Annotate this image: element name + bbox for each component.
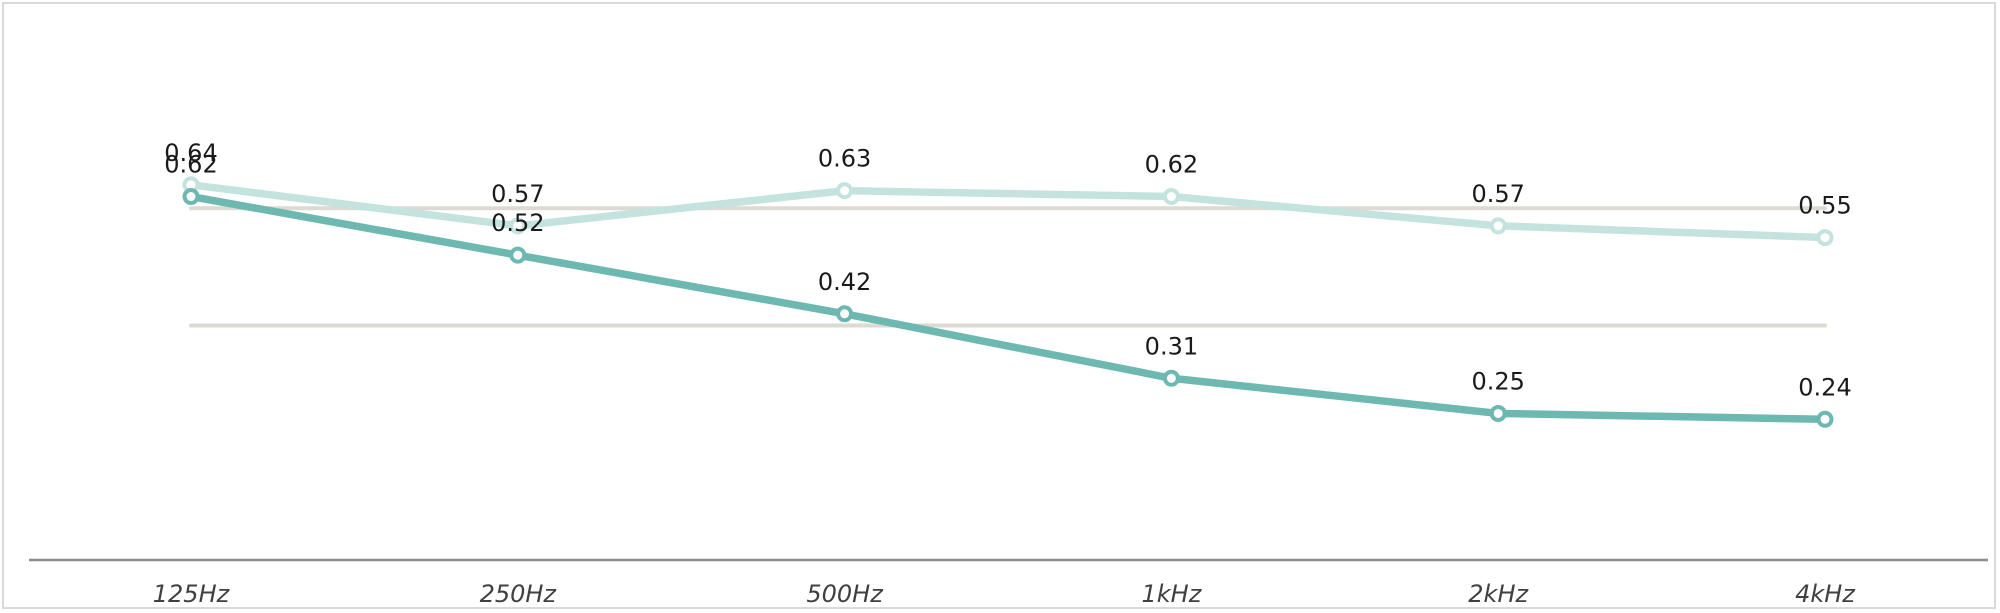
gridlines bbox=[189, 206, 1827, 328]
series-0-data-label-3: 0.62 bbox=[1145, 151, 1198, 179]
series-1-point-0 bbox=[182, 188, 200, 206]
series-0-point-5 bbox=[1816, 229, 1834, 247]
series-1-point-1 bbox=[509, 246, 527, 264]
series-1-data-label-2: 0.42 bbox=[818, 268, 871, 296]
x-tick-label-0: 125Hz bbox=[153, 580, 231, 608]
series-1-data-label-5: 0.24 bbox=[1798, 373, 1851, 401]
x-tick-label-2: 500Hz bbox=[806, 580, 884, 608]
series-0-point-1 bbox=[509, 217, 527, 235]
series-0-data-label-0: 0.64 bbox=[164, 139, 217, 167]
series-0-data-label-5: 0.55 bbox=[1798, 192, 1851, 220]
series-1-data-label-4: 0.25 bbox=[1471, 367, 1524, 395]
x-tick-label-3: 1kHz bbox=[1141, 580, 1202, 608]
x-tick-label-1: 250Hz bbox=[480, 580, 558, 608]
series-0-point-3 bbox=[1162, 188, 1180, 206]
series-0-point-4 bbox=[1489, 217, 1507, 235]
series-1-data-label-3: 0.31 bbox=[1145, 332, 1198, 360]
series-1-point-2 bbox=[836, 305, 854, 323]
series-0-line bbox=[187, 181, 1829, 242]
series-0-data-label-1: 0.57 bbox=[491, 180, 544, 208]
series-0 bbox=[182, 176, 1834, 247]
series-1-point-3 bbox=[1162, 369, 1180, 387]
series-1 bbox=[182, 188, 1834, 428]
series-1-data-label-0: 0.62 bbox=[164, 151, 217, 179]
series-1-line bbox=[187, 192, 1829, 424]
x-tick-label-4: 2kHz bbox=[1468, 580, 1529, 608]
data-labels: 0.64 0.57 0.63 0.62 0.57 0.55 0.62 0.52 0.42 0.31… bbox=[164, 139, 1851, 401]
series-0-data-label-2: 0.63 bbox=[818, 145, 871, 173]
series-0-data-label-4: 0.57 bbox=[1471, 180, 1524, 208]
x-tick-label-5: 4kHz bbox=[1795, 580, 1856, 608]
series-1-point-4 bbox=[1489, 404, 1507, 422]
series-0-point-2 bbox=[836, 182, 854, 200]
series-lines bbox=[182, 176, 1834, 428]
series-1-point-5 bbox=[1816, 410, 1834, 428]
x-axis: 125Hz 250Hz 500Hz 1kHz 2kHz 4kHz bbox=[29, 558, 1988, 608]
series-1-data-label-1: 0.52 bbox=[491, 209, 544, 237]
